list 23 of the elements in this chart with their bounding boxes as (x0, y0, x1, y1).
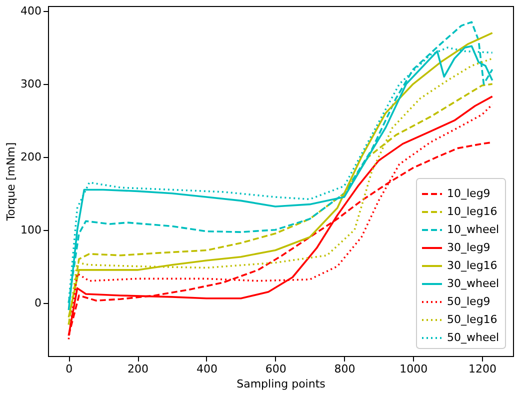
legend-label: 50_leg9 (447, 295, 490, 308)
x-tick-label: 200 (128, 362, 149, 376)
legend-label: 50_wheel (447, 331, 500, 344)
x-axis-title: Sampling points (236, 378, 326, 390)
x-tick-label: 400 (196, 362, 218, 376)
y-tick-label: 400 (20, 4, 42, 18)
y-tick-label: 0 (34, 296, 42, 310)
legend-label: 30_leg16 (447, 259, 498, 272)
legend-label: 10_leg16 (447, 205, 498, 218)
legend-label: 50_leg16 (447, 313, 498, 326)
legend-label: 30_leg9 (447, 241, 490, 254)
legend-label: 10_leg9 (447, 187, 490, 200)
x-tick-label: 600 (265, 362, 286, 376)
x-tick-label: 0 (66, 362, 73, 376)
y-tick-label: 300 (20, 78, 42, 91)
y-tick-label: 100 (20, 223, 42, 236)
y-tick-label: 200 (20, 150, 42, 164)
x-tick-label: 1200 (468, 362, 496, 376)
y-axis-title: Torque [mNm] (4, 142, 18, 222)
x-tick-label: 1000 (400, 362, 428, 376)
legend-label: 10_wheel (447, 223, 500, 236)
x-tick-label: 800 (334, 362, 356, 376)
legend-label: 30_wheel (447, 277, 500, 290)
